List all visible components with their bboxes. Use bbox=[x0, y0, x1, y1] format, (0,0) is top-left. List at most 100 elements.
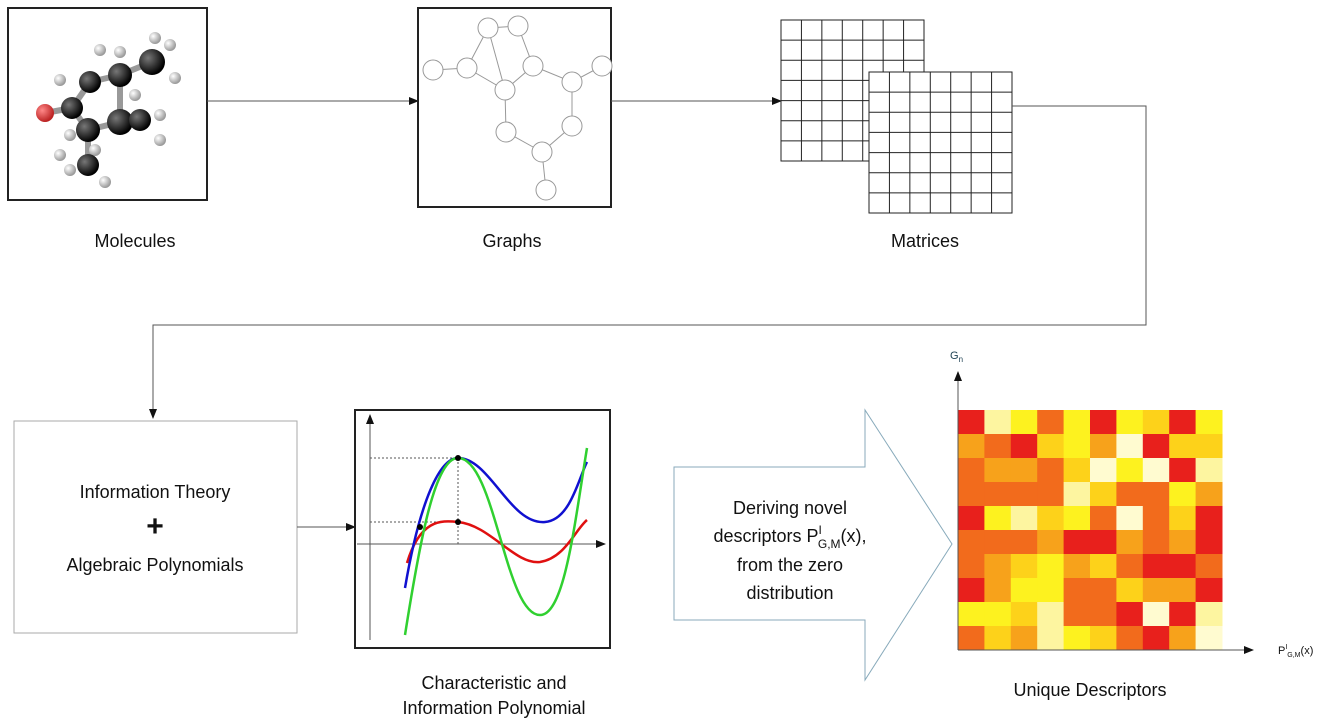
heatmap-cell bbox=[1196, 482, 1223, 507]
heatmap-cell bbox=[1064, 410, 1091, 435]
heatmap-cell bbox=[1116, 482, 1143, 507]
heatmap-cell bbox=[1064, 578, 1091, 603]
heatmap-cell bbox=[1011, 602, 1038, 627]
heatmap-cell bbox=[1090, 506, 1117, 531]
heatmap-cell bbox=[1169, 602, 1196, 627]
heatmap-cell bbox=[1037, 554, 1064, 579]
heatmap-cell bbox=[1116, 458, 1143, 483]
text: Deriving novel bbox=[733, 498, 847, 518]
label: Graphs bbox=[482, 231, 541, 251]
heatmap-cell bbox=[958, 554, 985, 579]
heatmap-cell bbox=[1011, 530, 1038, 555]
heatmap-cell bbox=[958, 458, 985, 483]
heatmap-cell bbox=[1090, 530, 1117, 555]
heatmap-cell bbox=[1196, 626, 1223, 651]
heatmap-cell bbox=[1090, 602, 1117, 627]
heatmap-cell bbox=[1116, 554, 1143, 579]
heatmap-cell bbox=[1116, 626, 1143, 651]
heatmap-cell bbox=[1116, 530, 1143, 555]
heatmap-cell bbox=[1116, 410, 1143, 435]
heatmap-cell bbox=[1090, 482, 1117, 507]
heatmap-cell bbox=[1037, 626, 1064, 651]
label: Characteristic and bbox=[421, 673, 566, 693]
heatmap-cell bbox=[1090, 458, 1117, 483]
heatmap-cell bbox=[1116, 506, 1143, 531]
heatmap-cell bbox=[984, 578, 1011, 603]
heatmap-cell bbox=[984, 602, 1011, 627]
heatmap-cell bbox=[1143, 578, 1170, 603]
heatmap-cell bbox=[1169, 578, 1196, 603]
polynomial-plot bbox=[355, 410, 610, 648]
heatmap-cell bbox=[984, 434, 1011, 459]
heatmap-cell bbox=[1196, 554, 1223, 579]
heatmap-cell bbox=[1090, 410, 1117, 435]
heatmap-cell bbox=[1011, 458, 1038, 483]
label: Matrices bbox=[891, 231, 959, 251]
heatmap-cell bbox=[1196, 506, 1223, 531]
heatmap-cell bbox=[1169, 458, 1196, 483]
label: Molecules bbox=[94, 231, 175, 251]
heatmap-cell bbox=[1064, 434, 1091, 459]
heatmap-cell bbox=[1196, 602, 1223, 627]
heatmap-cell bbox=[1143, 410, 1170, 435]
heatmap-cell bbox=[1064, 554, 1091, 579]
heatmap-cell bbox=[1011, 410, 1038, 435]
heatmap-cell bbox=[1064, 602, 1091, 627]
sup: I bbox=[819, 523, 822, 537]
heatmap-cell bbox=[1037, 530, 1064, 555]
heatmap-cell bbox=[958, 626, 985, 651]
label: Information Polynomial bbox=[402, 698, 585, 718]
heatmap-cell bbox=[1011, 482, 1038, 507]
heatmap-cell bbox=[958, 578, 985, 603]
heatmap-cell bbox=[984, 506, 1011, 531]
heatmap-cell bbox=[1011, 506, 1038, 531]
axis-label: PIG,M(x) bbox=[1278, 644, 1313, 659]
heatmap-cell bbox=[1169, 530, 1196, 555]
heatmap-cell bbox=[1143, 434, 1170, 459]
heatmap-cell bbox=[1196, 410, 1223, 435]
sup: I bbox=[1285, 644, 1287, 651]
heatmap-cell bbox=[1037, 578, 1064, 603]
molecule-box bbox=[8, 8, 207, 200]
axis-label: Gn bbox=[950, 350, 963, 364]
heatmap-cell bbox=[1143, 626, 1170, 651]
heatmap-cell bbox=[1143, 506, 1170, 531]
heatmap-cell bbox=[1037, 482, 1064, 507]
heatmap-cell bbox=[1169, 506, 1196, 531]
matrix bbox=[869, 72, 1012, 213]
heatmap-cell bbox=[1037, 434, 1064, 459]
heatmap-cell bbox=[984, 554, 1011, 579]
heatmap-cell bbox=[1196, 434, 1223, 459]
heatmap-cell bbox=[1169, 554, 1196, 579]
heatmap-cell bbox=[984, 626, 1011, 651]
label: Unique Descriptors bbox=[1013, 680, 1166, 700]
heatmap-cell bbox=[1169, 434, 1196, 459]
heatmap-cell bbox=[958, 506, 985, 531]
heatmap-cell bbox=[1064, 506, 1091, 531]
diagram: Molecules Graphs Matrices Information Th… bbox=[0, 0, 1330, 722]
heatmap-cell bbox=[1037, 410, 1064, 435]
heatmap-cell bbox=[1064, 530, 1091, 555]
heatmap-cell bbox=[1169, 626, 1196, 651]
heatmap-cell bbox=[1011, 554, 1038, 579]
heatmap-cell bbox=[958, 602, 985, 627]
heatmap-cell bbox=[1196, 578, 1223, 603]
heatmap-cell bbox=[984, 530, 1011, 555]
heatmap-cell bbox=[1064, 482, 1091, 507]
heatmap-cell bbox=[1196, 458, 1223, 483]
heatmap-cell bbox=[1090, 434, 1117, 459]
heatmap-cell bbox=[1011, 578, 1038, 603]
text: P bbox=[1278, 645, 1285, 657]
heatmap-cell bbox=[1143, 482, 1170, 507]
heatmap-cell bbox=[1090, 554, 1117, 579]
heatmap-cell bbox=[1037, 506, 1064, 531]
heatmap-cell bbox=[958, 530, 985, 555]
sub: G,M bbox=[1287, 652, 1300, 659]
text: from the zero bbox=[737, 555, 843, 575]
sub: n bbox=[959, 355, 963, 364]
heatmap-cell bbox=[958, 482, 985, 507]
heatmap-cell bbox=[1169, 410, 1196, 435]
heatmap-cell bbox=[1090, 578, 1117, 603]
heatmap-cell bbox=[1011, 434, 1038, 459]
graph-box bbox=[418, 8, 611, 207]
